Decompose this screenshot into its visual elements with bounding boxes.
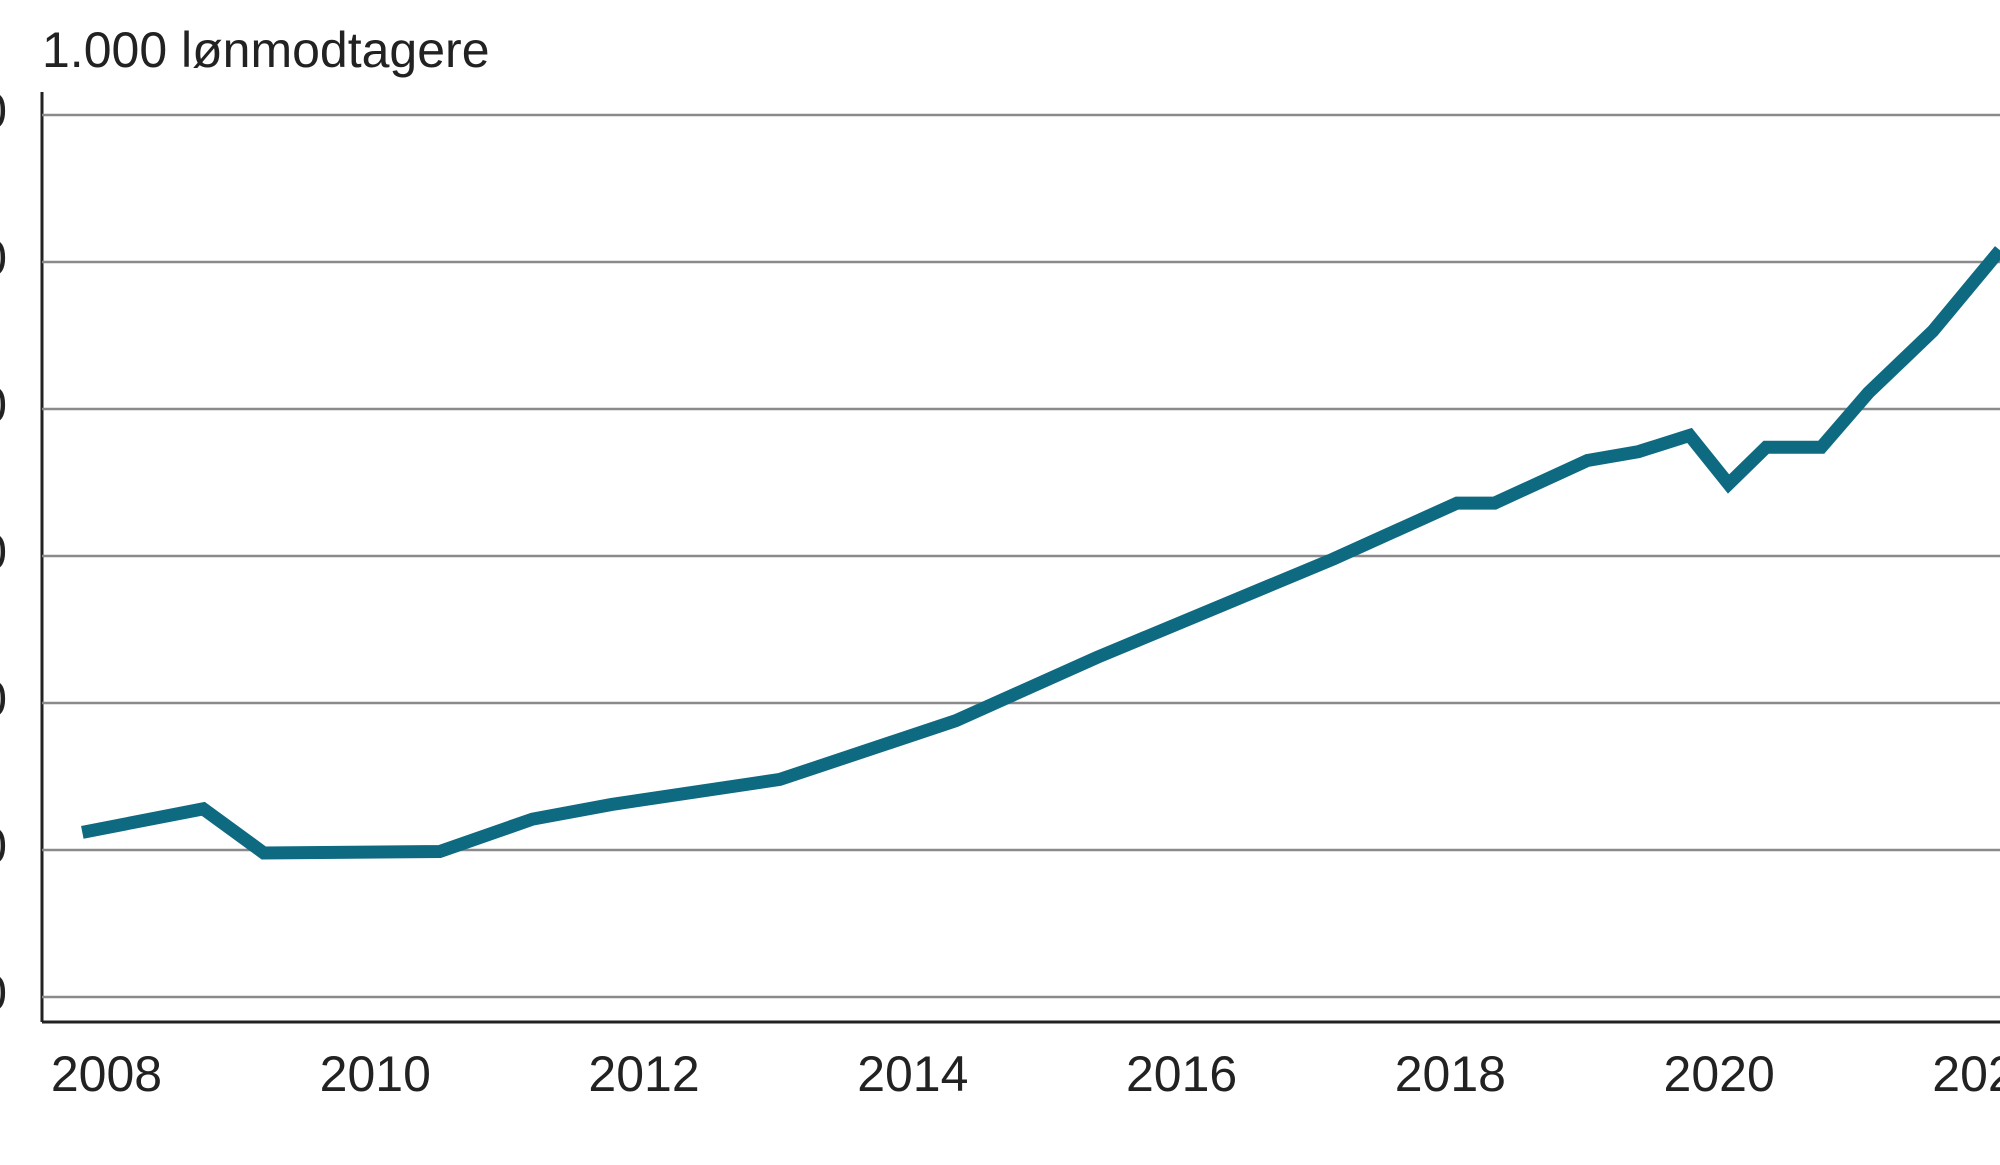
y-tick-label: 2700	[0, 671, 7, 727]
y-tick-label: 2900	[0, 377, 7, 433]
y-tick-label: 2600	[0, 818, 7, 874]
x-tick-label: 2016	[1126, 1046, 1237, 1102]
x-tick-label: 2014	[857, 1046, 968, 1102]
y-axis-title: 1.000 lønmodtagere	[42, 22, 490, 78]
x-tick-label: 2012	[588, 1046, 699, 1102]
data-line	[81, 246, 2000, 860]
x-tick-label: 2018	[1395, 1046, 1506, 1102]
y-tick-label: 2500	[0, 965, 7, 1021]
y-tick-label: 3100	[0, 83, 7, 139]
x-tick-label: 2020	[1664, 1046, 1775, 1102]
x-tick-label: 2022	[1932, 1046, 2000, 1102]
y-tick-label: 2800	[0, 524, 7, 580]
x-tick-label: 2008	[51, 1046, 162, 1102]
x-tick-label: 2010	[320, 1046, 431, 1102]
y-tick-label: 3000	[0, 230, 7, 286]
